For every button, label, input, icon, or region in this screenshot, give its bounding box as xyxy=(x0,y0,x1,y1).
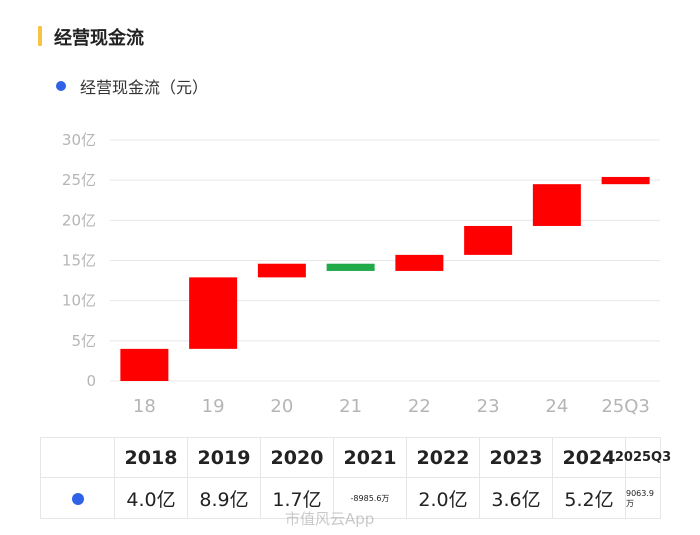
y-tick-label: 0 xyxy=(86,372,96,390)
table-value-cell: 4.0亿 xyxy=(114,478,187,519)
watermark: 市值风云App xyxy=(285,510,375,528)
table-value-cell: 1.7亿 xyxy=(260,478,333,519)
y-tick-label: 25亿 xyxy=(62,171,96,189)
table-value-cell: 3.6亿 xyxy=(479,478,552,519)
table-value-cell: 5.2亿 xyxy=(552,478,625,519)
bar-22 xyxy=(395,254,444,271)
table-header-cell: 2021 xyxy=(333,438,406,477)
bar-20 xyxy=(257,263,306,278)
table-corner-cell xyxy=(41,438,114,477)
x-tick-label: 20 xyxy=(270,396,293,417)
title-accent-bar xyxy=(38,26,42,46)
table-header-cell: 2023 xyxy=(479,438,552,477)
legend: 经营现金流（元） xyxy=(56,74,208,98)
table-header-cell: 2018 xyxy=(114,438,187,477)
y-tick-label: 5亿 xyxy=(71,332,96,350)
table-header-cell: 2019 xyxy=(187,438,260,477)
x-tick-label: 18 xyxy=(133,396,156,417)
x-tick-label: 19 xyxy=(202,396,225,417)
table-header-cell: 2020 xyxy=(260,438,333,477)
table-header-cell: 2022 xyxy=(406,438,479,477)
x-tick-label: 23 xyxy=(477,396,500,417)
table-header-cell: 2025Q3 xyxy=(615,438,671,477)
legend-marker xyxy=(56,81,66,91)
table-row-marker-cell xyxy=(41,478,114,519)
x-tick-label: 24 xyxy=(545,396,568,417)
table-header-row: 2018 2019 2020 2021 2022 2023 2024 2025Q… xyxy=(41,438,671,478)
page-title: 经营现金流 xyxy=(54,28,144,49)
bar-24 xyxy=(532,184,581,226)
series-marker xyxy=(71,492,84,505)
x-tick-label: 21 xyxy=(339,396,362,417)
bar-23 xyxy=(464,225,513,255)
bar-25Q3 xyxy=(601,176,650,185)
bar-18 xyxy=(120,348,169,381)
table-value-cell: 8.9亿 xyxy=(187,478,260,519)
bar-21 xyxy=(326,263,375,271)
table-value-cell: -8985.6万 xyxy=(333,478,406,519)
legend-label: 经营现金流（元） xyxy=(80,78,209,97)
y-tick-label: 10亿 xyxy=(62,292,96,310)
table-value-cell: 2.0亿 xyxy=(406,478,479,519)
table-value-row: 4.0亿 8.9亿 1.7亿 -8985.6万 2.0亿 3.6亿 5.2亿 9… xyxy=(41,478,660,519)
y-tick-label: 15亿 xyxy=(62,252,96,270)
x-tick-label: 25Q3 xyxy=(601,396,650,417)
waterfall-chart: 0 5亿 10亿 15亿 20亿 25亿 30亿 18 19 20 21 22 23 24 25Q3 xyxy=(62,131,660,417)
x-tick-label: 22 xyxy=(408,396,431,417)
data-table: 2018 2019 2020 2021 2022 2023 2024 2025Q… xyxy=(40,437,671,519)
y-tick-label: 30亿 xyxy=(62,131,96,149)
table-header-cell: 2024 xyxy=(552,438,625,477)
y-tick-label: 20亿 xyxy=(62,211,96,229)
table-value-cell: 9063.9万 xyxy=(625,478,660,519)
bar-19 xyxy=(189,277,238,349)
